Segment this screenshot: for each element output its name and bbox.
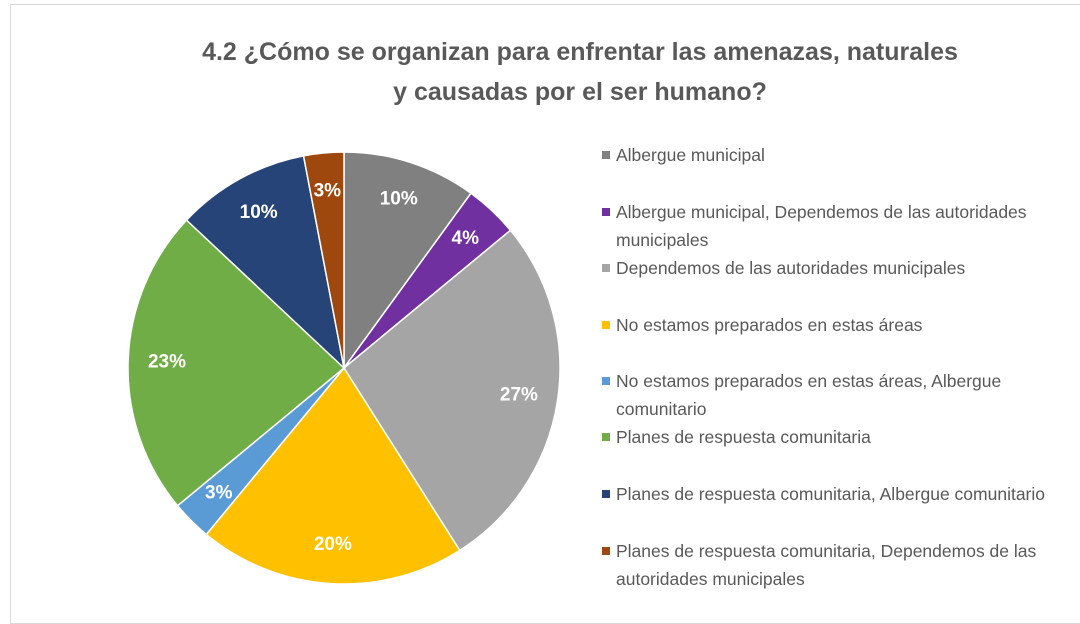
chart: 4.2 ¿Cómo se organizan para enfrentar la… [127,38,958,585]
legend-swatch [602,490,610,498]
legend-label: Albergue municipal, Dependemos de las au… [616,202,1027,250]
legend-item: Dependemos de las autoridades municipale… [602,254,1072,282]
legend-swatch [602,547,610,555]
data-label: 10% [240,202,278,223]
page: {"chart_data": {"type": "pie", "title": … [10,4,1080,624]
legend-label: No estamos preparados en estas áreas [616,315,923,335]
legend-label: No estamos preparados en estas áreas, Al… [616,371,1002,419]
legend-item: Albergue municipal [602,141,1072,169]
legend-item: Albergue municipal, Dependemos de las au… [602,198,1072,254]
legend-label: Dependemos de las autoridades municipale… [616,258,966,278]
chart-title: 4.2 ¿Cómo se organizan para enfrentar la… [202,38,958,106]
legend-item: Planes de respuesta comunitaria [602,423,1072,451]
legend-swatch [602,377,610,385]
data-label: 3% [314,181,342,202]
data-label: 4% [452,228,480,249]
pie-slice [185,154,346,371]
legend-label: Planes de respuesta comunitaria, Albergu… [616,484,1045,504]
pie-slice [343,151,473,371]
pie-slice [343,229,561,552]
data-label: 10% [380,189,418,210]
legend-swatch [602,151,610,159]
legend-item: No estamos preparados en estas áreas [602,311,1072,339]
legend-item: Planes de respuesta comunitaria, Depende… [602,537,1072,593]
legend-item: No estamos preparados en estas áreas, Al… [602,367,1072,423]
legend-swatch [602,208,610,216]
legend-label: Planes de respuesta comunitaria, Depende… [616,541,1037,589]
data-label: 20% [314,534,352,555]
legend-label: Albergue municipal [616,145,765,165]
pie-slice [205,366,461,585]
legend-swatch [602,433,610,441]
legend-swatch [602,264,610,272]
data-label: 27% [500,385,538,406]
legend-item: Planes de respuesta comunitaria, Albergu… [602,480,1072,508]
legend-label: Planes de respuesta comunitaria [616,427,871,447]
legend-swatch [602,321,610,329]
data-label: 23% [148,351,186,372]
pie-slice [127,219,346,507]
pie-slice [302,151,345,369]
data-label: 3% [205,482,233,503]
